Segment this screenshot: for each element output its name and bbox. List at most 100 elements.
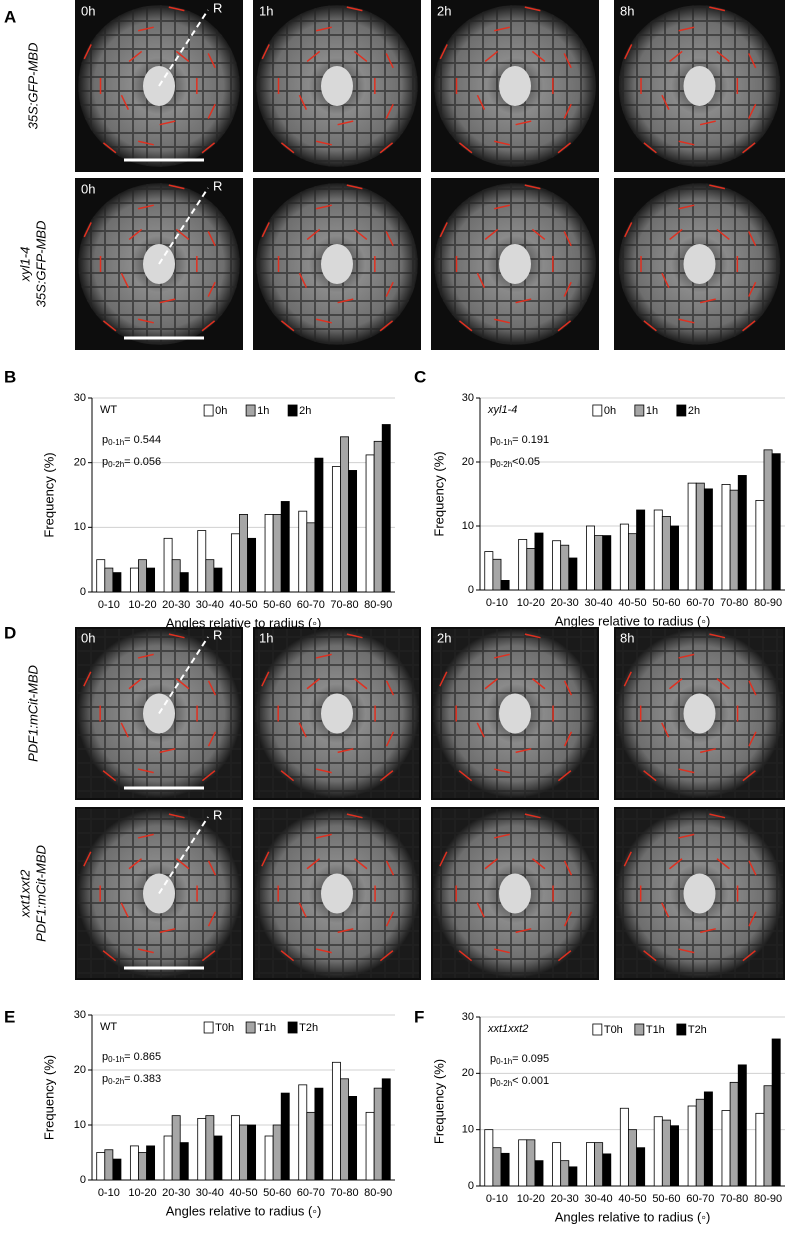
microtubule-trace xyxy=(385,231,394,247)
x-tick-label: 20-30 xyxy=(162,599,190,611)
microtubule-trace xyxy=(643,770,657,782)
microtubule-trace xyxy=(207,680,217,696)
y-tick-label: 0 xyxy=(468,584,474,596)
microtubule-trace xyxy=(515,928,532,934)
x-tick-label: 80-90 xyxy=(754,597,782,609)
bar xyxy=(272,1124,282,1181)
p-value: p0-1h= 0.191 xyxy=(490,434,549,447)
x-tick-label: 50-60 xyxy=(263,1187,291,1199)
microtubule-trace xyxy=(494,318,510,324)
p-value: p0-2h< 0.001 xyxy=(490,1075,549,1088)
bar xyxy=(197,530,207,593)
microtubule-trace xyxy=(353,50,368,62)
y-tick-label: 20 xyxy=(462,1067,474,1079)
microtubule-trace xyxy=(532,858,546,870)
microtubule-trace xyxy=(385,680,395,696)
p-value: p0-1h= 0.544 xyxy=(102,434,161,447)
microtubule-trace xyxy=(748,860,757,876)
microtubule-trace xyxy=(716,228,730,240)
x-tick-label: 20-30 xyxy=(162,1187,190,1199)
microtubule-trace xyxy=(201,770,216,782)
genotype-label: xxt1xxt2 xyxy=(17,869,32,918)
bar xyxy=(518,1139,528,1187)
bar xyxy=(661,1119,671,1187)
time-label: 0h xyxy=(81,3,95,18)
bar xyxy=(96,1152,106,1181)
microtubule-trace xyxy=(83,44,92,60)
microtubule-trace xyxy=(176,678,190,690)
microtubule-trace xyxy=(176,858,190,870)
microtubule-trace xyxy=(379,770,394,782)
p-symbol: p xyxy=(102,1073,108,1085)
legend-swatch xyxy=(634,404,645,417)
microtubule-trace xyxy=(678,204,695,210)
microtubule-trace xyxy=(207,281,216,297)
microtubule-trace xyxy=(678,26,695,32)
p-value: p0-1h= 0.095 xyxy=(490,1053,549,1066)
bar xyxy=(331,1061,341,1181)
microtubule-trace xyxy=(83,222,92,238)
bar xyxy=(492,1147,502,1187)
microtubule-trace xyxy=(748,911,757,927)
microtubule-trace xyxy=(159,120,176,126)
microtubule-trace xyxy=(669,228,683,240)
y-axis-label: Frequency (%) xyxy=(431,451,446,536)
microtubule-trace xyxy=(458,770,473,782)
y-tick-label: 20 xyxy=(462,456,474,468)
microtubule-trace xyxy=(207,731,217,747)
bar xyxy=(306,522,316,593)
panel-label: C xyxy=(414,367,426,386)
bar xyxy=(314,1087,324,1181)
bar xyxy=(636,509,646,591)
p-symbol: p xyxy=(490,434,496,446)
meristem-center xyxy=(683,244,716,284)
p-symbol: p xyxy=(102,434,108,446)
microtubule-trace xyxy=(669,50,683,62)
microtubule-trace xyxy=(563,731,573,747)
x-tick-label: 0-10 xyxy=(98,1187,120,1199)
microtubule-trace xyxy=(261,671,270,687)
bar xyxy=(340,436,349,593)
microtubule-trace xyxy=(563,911,573,927)
microtubule-trace xyxy=(261,851,270,867)
microtubule-trace xyxy=(524,633,541,639)
bar xyxy=(534,532,544,591)
bar xyxy=(163,1135,173,1181)
microtubule-trace xyxy=(346,6,363,12)
microtubule-trace xyxy=(138,204,154,210)
bar xyxy=(484,1129,494,1187)
microtubule-trace xyxy=(207,103,216,119)
x-tick-label: 30-40 xyxy=(196,1187,224,1199)
microtubule-trace xyxy=(661,272,670,288)
bar xyxy=(230,533,240,593)
microtubule-trace xyxy=(120,272,130,288)
legend-swatch xyxy=(287,1021,298,1034)
microtubule-trace xyxy=(515,748,532,754)
microtubule-trace xyxy=(748,53,757,69)
p-subscript: 0-1h xyxy=(108,438,124,447)
x-tick-label: 60-70 xyxy=(297,599,325,611)
legend-label: 1h xyxy=(646,405,658,417)
bar xyxy=(771,453,781,591)
x-tick-label: 70-80 xyxy=(330,1187,358,1199)
microtubule-trace xyxy=(315,768,332,774)
x-tick-label: 10-20 xyxy=(128,599,156,611)
microtubule-trace xyxy=(280,142,295,154)
y-tick-label: 10 xyxy=(462,520,474,532)
x-tick-label: 20-30 xyxy=(551,597,579,609)
microtubule-trace xyxy=(458,950,473,962)
bar xyxy=(552,1142,562,1187)
microtubule-trace xyxy=(439,671,448,687)
legend-label: 2h xyxy=(299,405,311,417)
microtubule-trace xyxy=(557,770,572,782)
bar xyxy=(96,559,106,593)
microtubule-trace xyxy=(83,671,92,687)
microtubule-trace xyxy=(379,142,394,154)
microtubule-trace xyxy=(458,142,473,154)
p-subscript: 0-1h xyxy=(108,1055,124,1064)
microtubule-trace xyxy=(742,142,756,154)
y-tick-label: 30 xyxy=(74,1009,86,1021)
time-label: 8h xyxy=(620,630,634,645)
microtubule-trace xyxy=(159,298,176,304)
bar xyxy=(755,499,765,591)
